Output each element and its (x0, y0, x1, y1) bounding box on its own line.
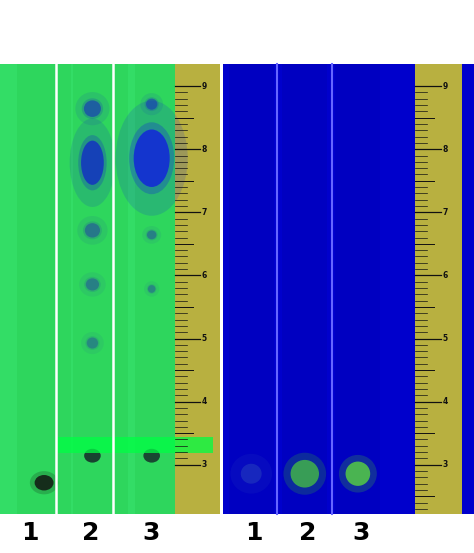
Ellipse shape (83, 221, 102, 239)
Text: 3: 3 (353, 520, 370, 545)
Bar (228, 64, 274, 514)
Text: 2: 2 (300, 520, 317, 545)
Ellipse shape (134, 129, 170, 187)
Text: 9: 9 (201, 82, 207, 91)
Ellipse shape (291, 460, 319, 488)
Text: 5: 5 (201, 334, 207, 343)
Ellipse shape (82, 98, 103, 119)
Ellipse shape (146, 229, 157, 241)
Text: 8: 8 (442, 145, 447, 154)
Ellipse shape (148, 285, 155, 293)
Ellipse shape (85, 336, 100, 350)
Ellipse shape (142, 226, 161, 244)
Ellipse shape (84, 449, 101, 463)
Ellipse shape (144, 281, 159, 297)
Bar (175, 64, 220, 514)
Text: 4: 4 (442, 397, 447, 406)
Ellipse shape (84, 101, 101, 117)
Ellipse shape (85, 223, 100, 238)
Ellipse shape (147, 231, 156, 239)
Ellipse shape (70, 118, 115, 207)
Bar (0, 64, 216, 514)
Text: 2: 2 (82, 520, 100, 545)
Text: 8: 8 (201, 145, 207, 154)
Text: 3: 3 (442, 460, 447, 469)
Ellipse shape (339, 455, 377, 493)
Text: 6: 6 (201, 271, 207, 280)
Bar (282, 64, 327, 514)
Ellipse shape (77, 216, 108, 245)
Ellipse shape (116, 101, 188, 216)
Ellipse shape (143, 449, 160, 463)
Bar (223, 64, 474, 514)
Ellipse shape (129, 122, 174, 194)
Ellipse shape (230, 454, 272, 494)
Ellipse shape (346, 462, 370, 486)
Ellipse shape (147, 284, 156, 294)
Text: 3: 3 (142, 520, 159, 545)
Bar (56, 437, 213, 452)
Text: 3: 3 (201, 460, 207, 469)
Bar (415, 64, 462, 514)
Ellipse shape (146, 98, 157, 109)
Ellipse shape (78, 135, 107, 190)
Ellipse shape (241, 464, 262, 484)
Text: 4: 4 (201, 397, 207, 406)
Ellipse shape (87, 337, 98, 348)
Ellipse shape (283, 453, 326, 495)
Ellipse shape (86, 278, 99, 290)
Text: 1: 1 (245, 520, 262, 545)
Bar (73, 64, 128, 514)
Bar (336, 64, 380, 514)
Ellipse shape (81, 332, 104, 354)
Bar (17, 64, 71, 514)
Ellipse shape (84, 277, 101, 292)
Ellipse shape (79, 272, 106, 296)
Text: 5: 5 (442, 334, 447, 343)
Ellipse shape (35, 475, 54, 491)
Ellipse shape (75, 92, 109, 126)
Ellipse shape (81, 140, 104, 185)
Bar (135, 64, 190, 514)
Text: 9: 9 (442, 82, 447, 91)
Text: 7: 7 (201, 208, 207, 217)
Text: 1: 1 (21, 520, 38, 545)
Ellipse shape (140, 93, 163, 115)
Ellipse shape (30, 471, 58, 494)
Text: 6: 6 (442, 271, 447, 280)
Text: 7: 7 (442, 208, 447, 217)
Ellipse shape (145, 97, 159, 111)
